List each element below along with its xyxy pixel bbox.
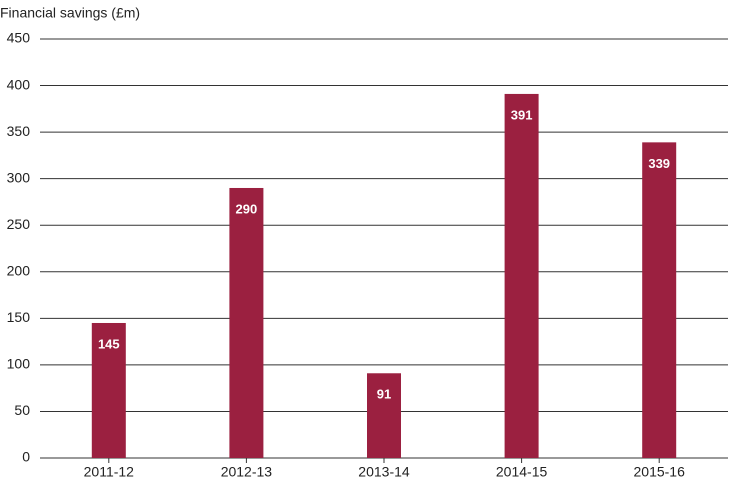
x-tick-label: 2012-13 [221,464,273,480]
value-label: 91 [377,387,391,402]
x-tick-label: 2013-14 [358,464,410,480]
y-tick-label: 300 [7,169,31,185]
y-tick-label: 450 [7,30,31,46]
x-tick-label: 2014-15 [496,464,548,480]
y-tick-label: 50 [14,402,30,418]
y-axis-label: Financial savings (£m) [0,5,140,21]
y-tick-label: 0 [22,449,30,465]
y-tick-label: 250 [7,216,31,232]
y-tick-label: 150 [7,309,31,325]
value-label: 391 [511,107,533,122]
value-label: 145 [98,336,120,351]
x-tick-label: 2011-12 [84,464,135,480]
bar [91,322,126,458]
x-tick-label: 2015-16 [634,464,686,480]
bar [229,187,264,458]
y-tick-label: 100 [7,356,31,372]
y-tick-label: 200 [7,262,31,278]
bar [367,373,401,458]
value-label: 290 [236,201,258,216]
bar [642,142,677,458]
y-tick-label: 350 [7,123,31,139]
y-tick-label: 400 [7,76,31,92]
value-label: 339 [648,156,670,171]
bar [504,93,539,459]
